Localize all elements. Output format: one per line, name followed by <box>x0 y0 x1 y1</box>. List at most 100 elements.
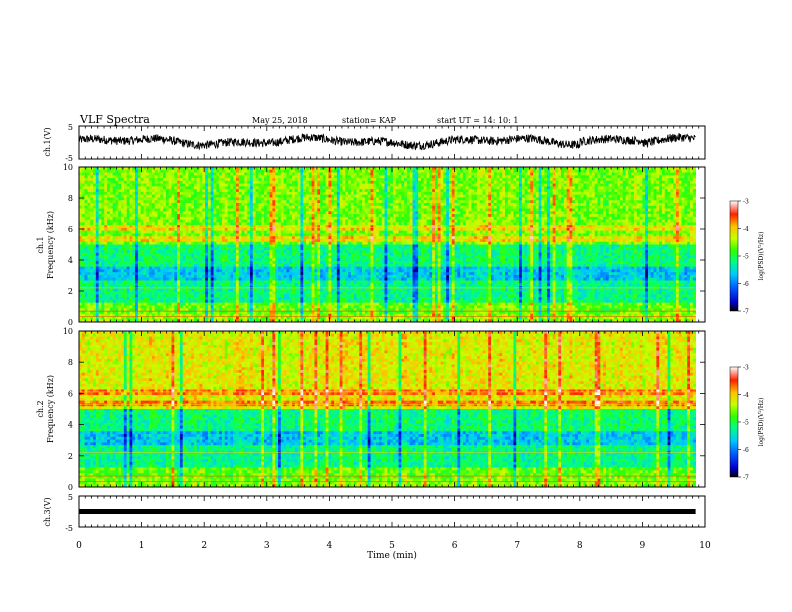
spectrogram-cell <box>513 184 516 187</box>
spectrogram-cell <box>155 173 158 176</box>
spectrogram-cell <box>256 173 259 176</box>
spectrogram-cell <box>441 181 444 184</box>
spectrogram-cell <box>558 181 561 184</box>
spectrogram-cell <box>317 170 320 173</box>
spectrogram-cell <box>511 175 514 178</box>
spectrogram-cell <box>586 170 589 173</box>
spectrogram-cell <box>651 170 654 173</box>
spectrogram-cell <box>407 184 410 187</box>
spectrogram-cell <box>410 170 413 173</box>
spectrogram-cell <box>441 175 444 178</box>
spectrogram-cell <box>513 173 516 176</box>
spectrogram-cell <box>519 175 522 178</box>
spectrogram-cell <box>191 181 194 184</box>
spectrogram-cell <box>295 186 298 189</box>
spectrogram-cell <box>415 181 418 184</box>
spectrogram-cell <box>362 173 365 176</box>
spectrogram-cell <box>309 186 312 189</box>
spectrogram-cell <box>539 184 542 187</box>
spectrogram-cell <box>620 178 623 181</box>
spectrogram-cell <box>230 173 233 176</box>
spectrogram-cell <box>555 175 558 178</box>
spectrogram-cell <box>163 173 166 176</box>
spectrogram-cell <box>673 175 676 178</box>
spectrogram-cell <box>578 181 581 184</box>
spectrogram-cell <box>483 175 486 178</box>
spectrogram-cell <box>365 170 368 173</box>
spectrogram-cell <box>354 175 357 178</box>
spectrogram-cell <box>673 173 676 176</box>
spectrogram-cell <box>393 186 396 189</box>
spectrogram-cell <box>236 184 239 187</box>
spectrogram-cell <box>127 186 130 189</box>
spectrogram-cell <box>270 170 273 173</box>
spectrogram-cell <box>270 184 273 187</box>
spectrogram-cell <box>186 173 189 176</box>
spectrogram-cell <box>365 186 368 189</box>
spectrogram-cell <box>401 175 404 178</box>
spectrogram-cell <box>659 170 662 173</box>
spectrogram-cell <box>264 186 267 189</box>
spectrogram-cell <box>516 173 519 176</box>
spectrogram-cell <box>298 178 301 181</box>
spectrogram-cell <box>348 178 351 181</box>
spectrogram-cell <box>449 184 452 187</box>
spectrogram-cell <box>527 175 530 178</box>
spectrogram-cell <box>267 181 270 184</box>
spectrogram-cell <box>533 175 536 178</box>
spectrogram-cell <box>584 181 587 184</box>
spectrogram-cell <box>525 184 528 187</box>
spectrogram-cell <box>668 181 671 184</box>
spectrogram-cell <box>298 175 301 178</box>
spectrogram-cell <box>376 186 379 189</box>
spectrogram-cell <box>331 178 334 181</box>
spectrogram-cell <box>471 184 474 187</box>
spectrogram-cell <box>256 178 259 181</box>
spectrogram-cell <box>567 184 570 187</box>
spectrogram-cell <box>665 178 668 181</box>
spectrogram-cell <box>216 184 219 187</box>
spectrogram-cell <box>522 181 525 184</box>
spectrogram-cell <box>665 184 668 187</box>
spectrogram-cell <box>595 175 598 178</box>
spectrogram-cell <box>452 175 455 178</box>
spectrogram-cell <box>107 173 110 176</box>
spectrogram-cell <box>452 184 455 187</box>
spectrogram-cell <box>567 178 570 181</box>
spectrogram-cell <box>160 173 163 176</box>
spectrogram-cell <box>314 178 317 181</box>
spectrogram-cell <box>345 186 348 189</box>
spectrogram-cell <box>328 170 331 173</box>
spectrogram-cell <box>379 181 382 184</box>
spectrogram-cell <box>620 181 623 184</box>
spectrogram-cell <box>233 184 236 187</box>
spectrogram-cell <box>634 175 637 178</box>
spectrogram-cell <box>113 178 116 181</box>
spectrogram-cell <box>222 173 225 176</box>
spectrogram-cell <box>581 170 584 173</box>
spectrogram-cell <box>614 170 617 173</box>
spectrogram-cell <box>298 170 301 173</box>
spectrogram-cell <box>511 181 514 184</box>
spectrogram-cell <box>180 186 183 189</box>
spectrogram-cell <box>373 173 376 176</box>
spectrogram-cell <box>312 184 315 187</box>
spectrogram-cell <box>679 181 682 184</box>
spectrogram-cell <box>191 186 194 189</box>
spectrogram-cell <box>598 184 601 187</box>
spectrogram-cell <box>399 186 402 189</box>
spectrogram-cell <box>239 175 242 178</box>
spectrogram-cell <box>429 184 432 187</box>
spectrogram-cell <box>82 181 85 184</box>
spectrogram-cell <box>345 173 348 176</box>
spectrogram-cell <box>519 173 522 176</box>
spectrogram-cell <box>286 186 289 189</box>
spectrogram-cell <box>670 175 673 178</box>
spectrogram-cell <box>298 181 301 184</box>
spectrogram-cell <box>438 170 441 173</box>
spectrogram-cell <box>572 178 575 181</box>
spectrogram-cell <box>242 173 245 176</box>
spectrogram-cell <box>99 178 102 181</box>
spectrogram-cell <box>427 178 430 181</box>
spectrogram-cell <box>497 181 500 184</box>
